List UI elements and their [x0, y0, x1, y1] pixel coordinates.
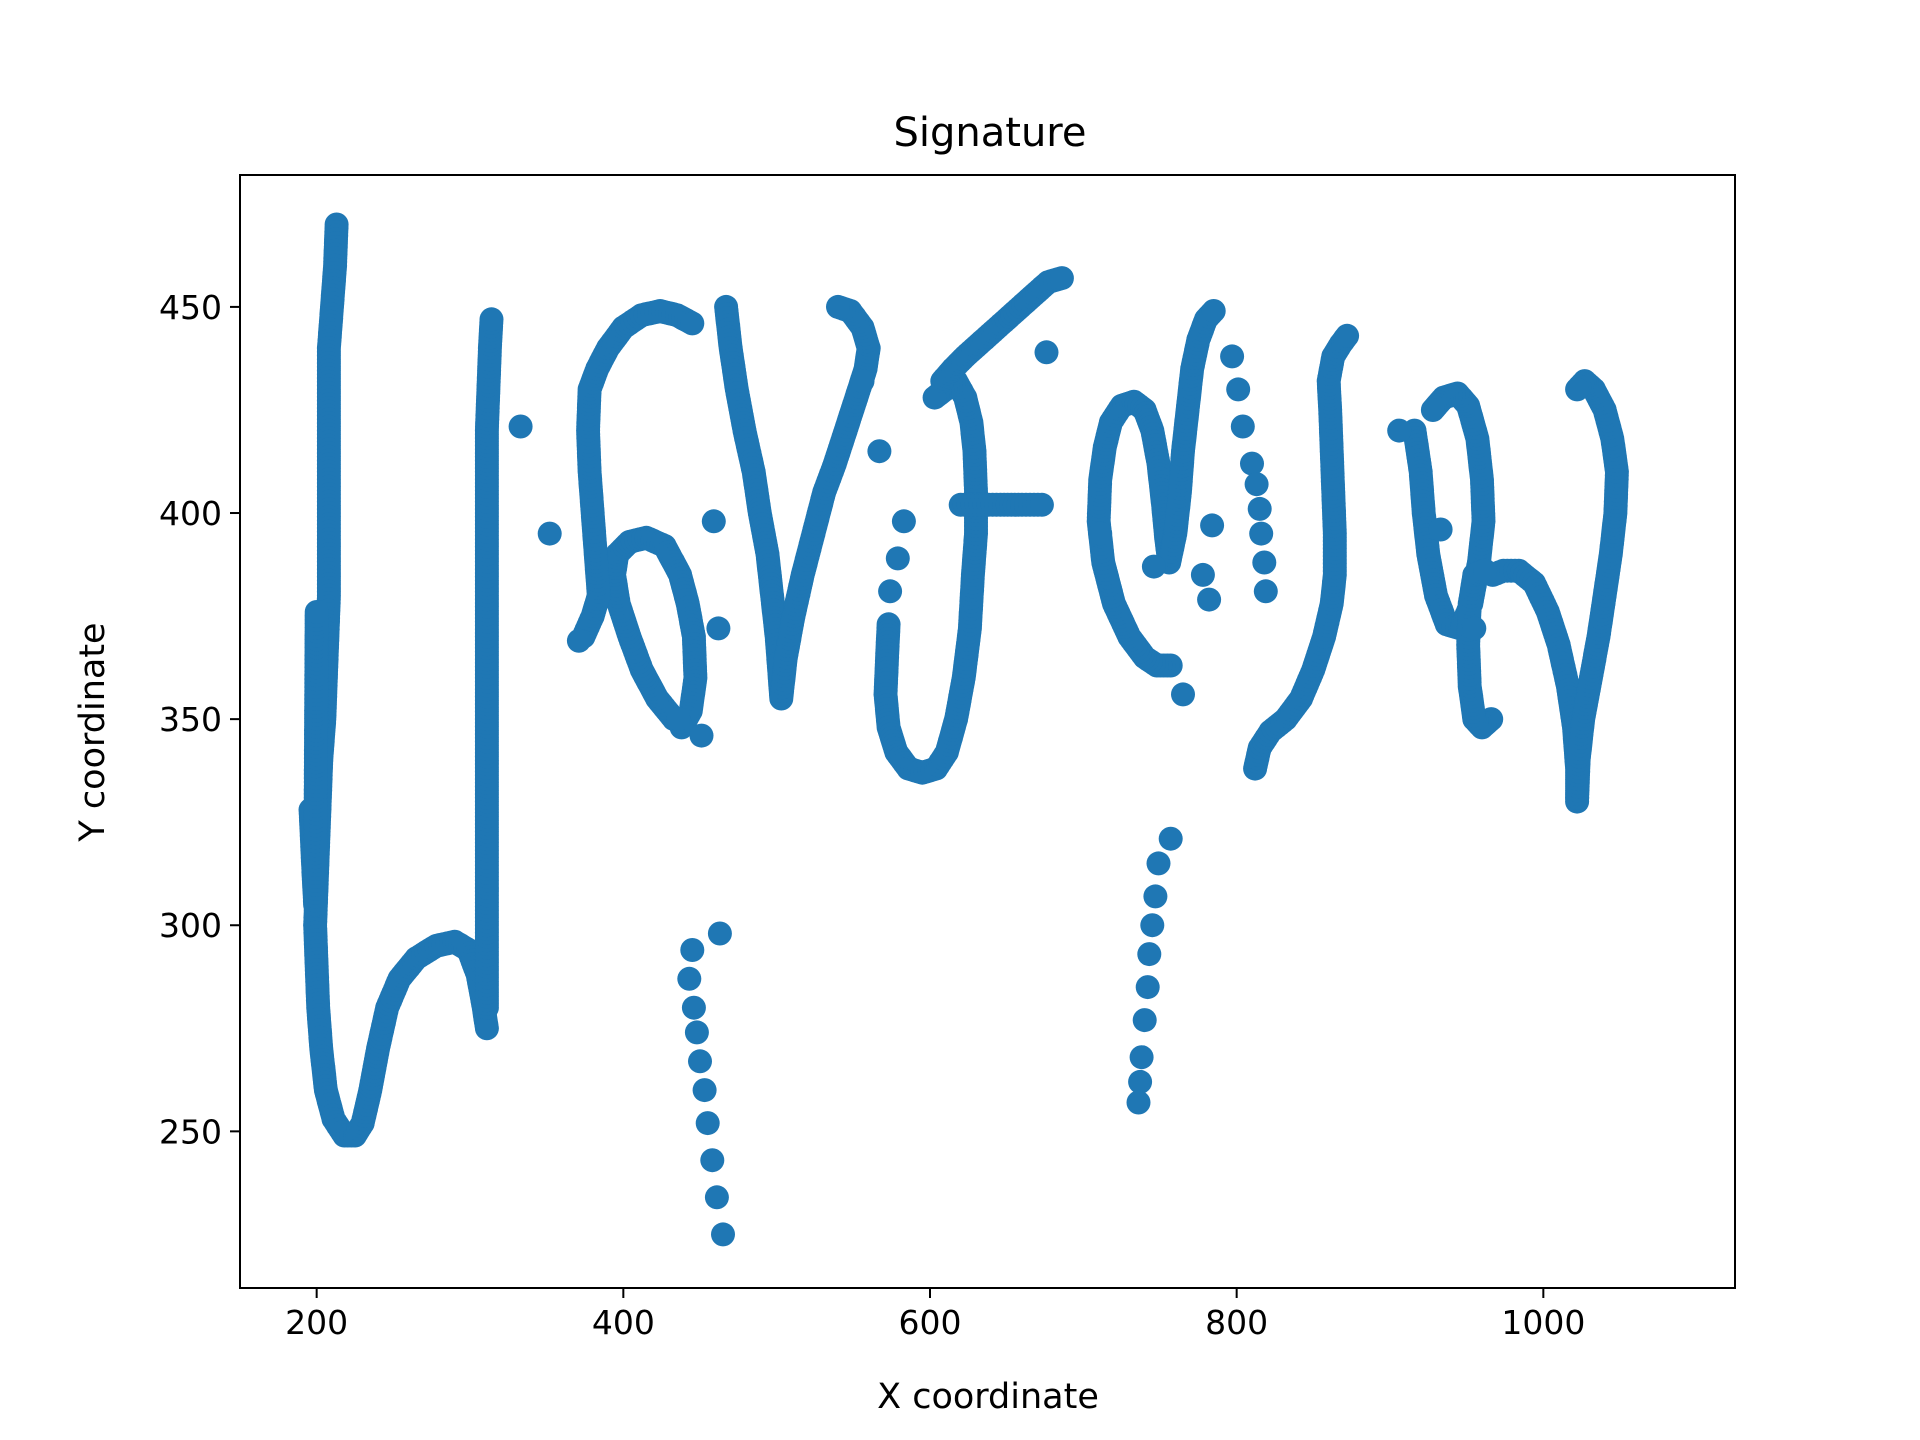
- data-point: [1197, 587, 1222, 612]
- data-points: [298, 212, 1629, 1247]
- data-point: [666, 707, 691, 732]
- data-point: [1126, 1090, 1151, 1115]
- data-point: [1137, 942, 1162, 967]
- y-axis-ticks: 250 300 350 400 450: [159, 288, 240, 1151]
- data-point: [1129, 1045, 1154, 1070]
- y-axis-label: Y coordinate: [73, 622, 113, 842]
- y-tick-label: 450: [159, 288, 222, 327]
- data-point: [1244, 472, 1269, 497]
- data-point: [681, 995, 706, 1020]
- data-point: [850, 369, 875, 394]
- data-point: [1565, 377, 1590, 402]
- data-point: [688, 1049, 712, 1074]
- data-point: [1141, 554, 1166, 579]
- data-point: [304, 600, 329, 624]
- data-point: [1220, 344, 1245, 369]
- data-point: [1158, 826, 1183, 851]
- data-point: [1249, 521, 1274, 546]
- data-point: [1088, 521, 1113, 546]
- data-point: [692, 1078, 717, 1103]
- data-point: [566, 628, 591, 653]
- plot-frame: [239, 174, 1736, 1289]
- data-point: [1428, 517, 1453, 542]
- data-point: [1029, 492, 1054, 517]
- data-point: [1140, 913, 1165, 938]
- data-point: [1128, 1069, 1153, 1094]
- data-point: [1462, 616, 1487, 641]
- data-point: [700, 1148, 725, 1173]
- data-point: [537, 521, 562, 546]
- x-tick-label: 600: [899, 1303, 962, 1342]
- data-point: [1247, 496, 1272, 521]
- x-tick-label: 800: [1205, 1303, 1268, 1342]
- data-point: [706, 616, 731, 641]
- data-point: [711, 1222, 735, 1247]
- data-point: [1143, 884, 1168, 909]
- data-point: [826, 294, 850, 319]
- y-tick-label: 250: [159, 1112, 222, 1151]
- data-point: [1240, 451, 1264, 476]
- x-axis-ticks: 200 400 600 800 1000: [285, 1288, 1585, 1342]
- chart-title: Signature: [894, 110, 1087, 156]
- data-point: [474, 1016, 499, 1041]
- data-point: [508, 414, 533, 439]
- data-point: [1190, 562, 1215, 587]
- y-tick-label: 350: [159, 700, 222, 739]
- data-point: [1230, 414, 1255, 439]
- data-point: [704, 1185, 729, 1210]
- data-point: [1387, 418, 1412, 443]
- data-point: [1132, 1008, 1157, 1033]
- data-point: [1420, 398, 1445, 422]
- data-point: [701, 509, 726, 534]
- data-point: [707, 921, 732, 946]
- data-point: [1252, 550, 1277, 575]
- data-point: [689, 723, 714, 748]
- data-point: [1253, 579, 1278, 604]
- x-axis-label: X coordinate: [877, 1377, 1099, 1417]
- x-tick-label: 1000: [1501, 1303, 1585, 1342]
- data-point: [1335, 323, 1360, 348]
- data-point: [677, 966, 702, 991]
- data-point: [1171, 682, 1195, 707]
- data-point: [1200, 513, 1225, 538]
- data-point: [878, 579, 903, 604]
- data-point: [680, 938, 705, 962]
- data-point: [684, 1020, 709, 1045]
- data-point: [891, 509, 916, 534]
- x-tick-label: 400: [592, 1303, 655, 1342]
- data-point: [1226, 377, 1251, 402]
- data-point: [1135, 975, 1160, 1000]
- data-point: [479, 307, 504, 332]
- y-tick-label: 400: [159, 494, 222, 533]
- data-point: [885, 546, 910, 571]
- data-point: [1473, 558, 1498, 583]
- data-point: [680, 311, 705, 336]
- data-point: [1049, 266, 1074, 291]
- y-tick-label: 300: [159, 906, 222, 945]
- data-point: [867, 439, 892, 464]
- data-point: [1034, 340, 1059, 365]
- x-tick-label: 200: [285, 1303, 348, 1342]
- data-point: [1146, 851, 1171, 876]
- data-point: [1201, 299, 1226, 323]
- data-point: [695, 1111, 720, 1136]
